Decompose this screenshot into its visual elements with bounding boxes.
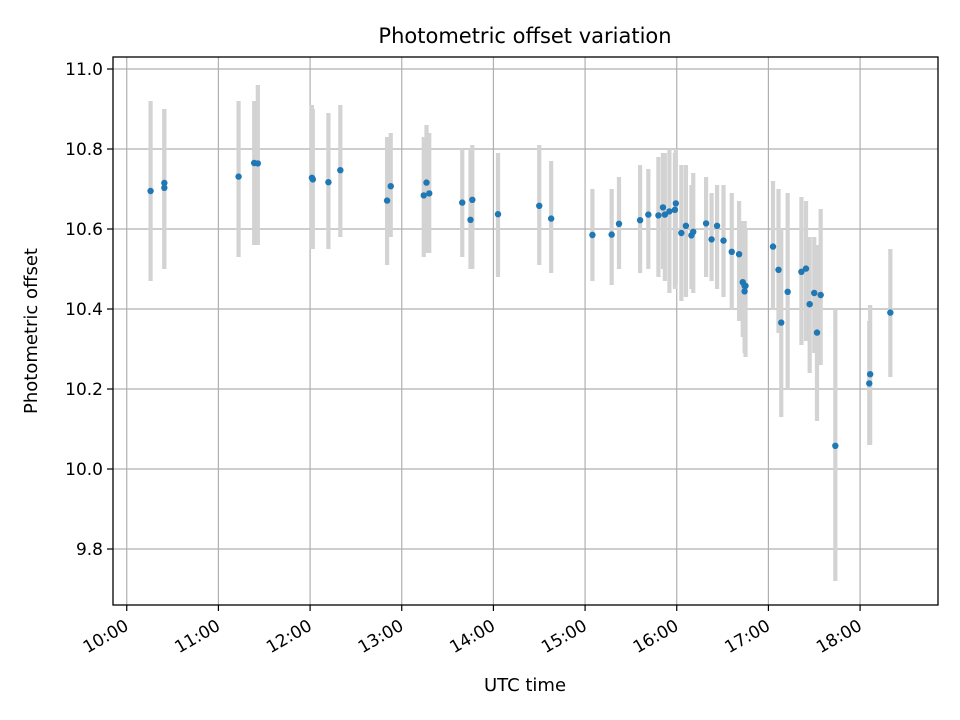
plot-frame	[112, 56, 939, 606]
data-point	[735, 251, 743, 258]
data-point	[387, 183, 394, 190]
data-point	[741, 288, 748, 295]
data-point	[742, 282, 749, 289]
data-point	[798, 268, 805, 275]
data-point	[682, 222, 690, 229]
data-point	[659, 204, 667, 211]
data-point	[420, 192, 427, 199]
data-point	[469, 196, 476, 203]
data-point	[887, 309, 894, 316]
data-point	[806, 301, 813, 308]
data-point	[147, 187, 154, 195]
y-tick-label: 10.6	[65, 220, 103, 240]
data-point	[802, 265, 810, 272]
data-point	[720, 237, 727, 244]
data-point	[775, 266, 782, 273]
data-point	[309, 176, 317, 183]
data-point	[708, 236, 715, 243]
data-point	[615, 220, 623, 227]
data-point	[608, 231, 615, 238]
data-point	[832, 442, 839, 449]
data-point	[671, 206, 679, 213]
data-point	[866, 371, 874, 378]
data-point	[423, 179, 430, 186]
data-point	[459, 199, 466, 206]
y-tick-label: 10.4	[65, 300, 103, 320]
data-point	[678, 229, 685, 237]
data-point	[547, 215, 555, 222]
data-point	[702, 220, 710, 227]
x-axis-title: UTC time	[484, 675, 566, 696]
data-point	[467, 216, 474, 223]
data-point	[672, 200, 680, 207]
data-point	[161, 184, 168, 191]
data-point	[235, 173, 242, 180]
y-tick-label: 11.0	[65, 60, 103, 80]
data-point	[645, 211, 652, 218]
data-point	[254, 160, 262, 167]
data-point	[811, 289, 818, 297]
data-point	[690, 228, 697, 235]
data-point	[813, 329, 821, 336]
data-point	[636, 217, 644, 224]
y-tick-label: 10.0	[65, 460, 103, 480]
data-point	[713, 222, 721, 229]
data-point	[383, 197, 391, 204]
y-tick-label: 10.8	[65, 140, 103, 160]
y-axis: 9.8 10.0 10.2 10.4 10.6 10.8 11.0	[65, 60, 113, 560]
y-axis-title: Photometric offset	[21, 248, 42, 414]
data-point	[778, 319, 785, 326]
data-point	[161, 179, 168, 187]
data-points	[147, 159, 894, 449]
data-point	[655, 212, 662, 219]
data-point	[817, 291, 824, 299]
data-point	[661, 211, 669, 218]
chart-title: Photometric offset variation	[378, 24, 671, 48]
data-point	[769, 243, 777, 250]
data-point	[728, 248, 735, 255]
data-point	[784, 288, 791, 295]
data-point	[866, 380, 873, 387]
y-tick-label: 9.8	[76, 540, 103, 560]
data-point	[589, 231, 596, 239]
data-point	[325, 179, 332, 186]
data-point	[494, 211, 502, 218]
data-point	[426, 190, 433, 197]
data-point	[536, 202, 543, 209]
y-tick-label: 10.2	[65, 380, 103, 400]
data-point	[666, 208, 673, 215]
data-point	[337, 167, 344, 174]
